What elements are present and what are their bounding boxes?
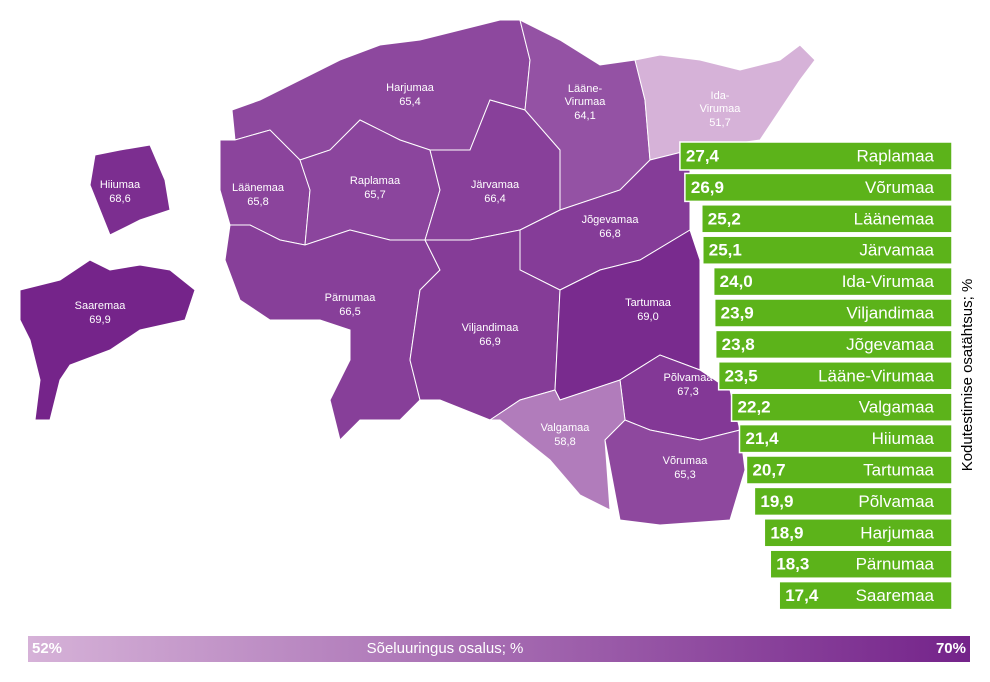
bar-category-label: Ida-Virumaa: [842, 272, 935, 291]
region-name: Järvamaa: [471, 179, 520, 191]
bar-value-label: 25,1: [709, 241, 742, 260]
region: [604, 419, 746, 526]
bar-category-label: Tartumaa: [863, 460, 934, 479]
region-name-part: Virumaa: [565, 96, 607, 108]
region-name: Pärnumaa: [325, 292, 377, 304]
bar-category-label: Raplamaa: [857, 146, 935, 165]
bar-value-label: 22,2: [738, 398, 771, 417]
bar: [778, 580, 953, 611]
region-name-part: Virumaa: [700, 103, 742, 115]
bar-category-label: Läänemaa: [854, 209, 935, 228]
region-value: 64,1: [574, 110, 595, 122]
bar: [753, 486, 953, 517]
region-value: 65,3: [674, 469, 695, 481]
bar-category-label: Viljandimaa: [846, 303, 934, 322]
bar: [714, 329, 953, 360]
bar-value-label: 18,9: [770, 523, 803, 542]
region-name: Tartumaa: [625, 297, 672, 309]
bar: [701, 204, 953, 234]
colorbar-max: 70%: [936, 640, 966, 657]
colorbar: [28, 636, 970, 662]
bar: [712, 266, 953, 297]
bar-value-label: 26,9: [691, 178, 724, 197]
bar: [684, 172, 953, 203]
bar-value-label: 18,3: [776, 555, 809, 574]
region-name: Lääne-Virumaa: [565, 83, 607, 108]
bar-value-label: 23,9: [721, 303, 754, 322]
bar-value-label: 20,7: [752, 460, 785, 479]
bar: [730, 392, 953, 422]
bar-category-label: Võrumaa: [865, 178, 935, 197]
colorbar-min: 52%: [32, 640, 62, 657]
region-name-part: Lääne-: [568, 83, 603, 95]
region-name: Hiiumaa: [100, 179, 141, 191]
bar-category-label: Valgamaa: [859, 398, 935, 417]
region-value: 51,7: [709, 117, 730, 129]
region-name: Jõgevamaa: [582, 214, 640, 226]
region-value: 69,9: [89, 314, 110, 326]
region-value: 58,8: [554, 436, 575, 448]
region-name: Valgamaa: [541, 422, 591, 434]
axis-label: Kodutestimise osatähtsus; %: [959, 279, 976, 472]
bar-category-label: Pärnumaa: [856, 555, 935, 574]
region: [488, 379, 626, 511]
region-value: 68,6: [109, 193, 130, 205]
bar-value-label: 17,4: [785, 586, 819, 605]
bar: [717, 361, 953, 391]
region-name: Viljandimaa: [462, 322, 520, 334]
region-value: 65,4: [399, 96, 420, 108]
bar-value-label: 23,8: [722, 335, 755, 354]
region-value: 65,8: [247, 196, 268, 208]
bar: [763, 518, 953, 548]
bar: [738, 423, 953, 454]
bar-value-label: 27,4: [686, 146, 720, 165]
bar: [702, 235, 953, 265]
bar-category-label: Harjumaa: [860, 523, 934, 542]
region-name: Harjumaa: [386, 82, 435, 94]
bar: [713, 298, 953, 328]
region-value: 66,5: [339, 306, 360, 318]
region: [89, 144, 171, 236]
region-name: Raplamaa: [350, 175, 401, 187]
bar-value-label: 19,9: [760, 492, 793, 511]
region-value: 66,9: [479, 336, 500, 348]
region: [224, 224, 441, 441]
region-name: Ida-Virumaa: [700, 90, 742, 115]
region-value: 69,0: [637, 311, 658, 323]
bar: [745, 455, 953, 485]
bar-value-label: 23,5: [725, 366, 758, 385]
region-name-part: Ida-: [711, 90, 730, 102]
region-name: Läänemaa: [232, 182, 285, 194]
region-value: 67,3: [677, 386, 698, 398]
bar-category-label: Jõgevamaa: [846, 335, 934, 354]
bar: [769, 549, 953, 579]
bar-category-label: Põlvamaa: [858, 492, 934, 511]
bar-category-label: Hiiumaa: [872, 429, 935, 448]
region-name: Võrumaa: [663, 455, 709, 467]
bar: [679, 141, 953, 171]
region-value: 65,7: [364, 189, 385, 201]
bar-category-label: Saaremaa: [856, 586, 935, 605]
bar-value-label: 21,4: [745, 429, 779, 448]
region-name: Saaremaa: [75, 300, 127, 312]
bar-value-label: 25,2: [708, 209, 741, 228]
region-value: 66,8: [599, 228, 620, 240]
bar-value-label: 24,0: [720, 272, 753, 291]
region: [19, 259, 196, 421]
bar-category-label: Lääne-Virumaa: [818, 366, 934, 385]
colorbar-label: Sõeluuringus osalus; %: [367, 640, 524, 657]
bar-category-label: Järvamaa: [859, 241, 934, 260]
region-value: 66,4: [484, 193, 505, 205]
region-name: Põlvamaa: [664, 372, 714, 384]
